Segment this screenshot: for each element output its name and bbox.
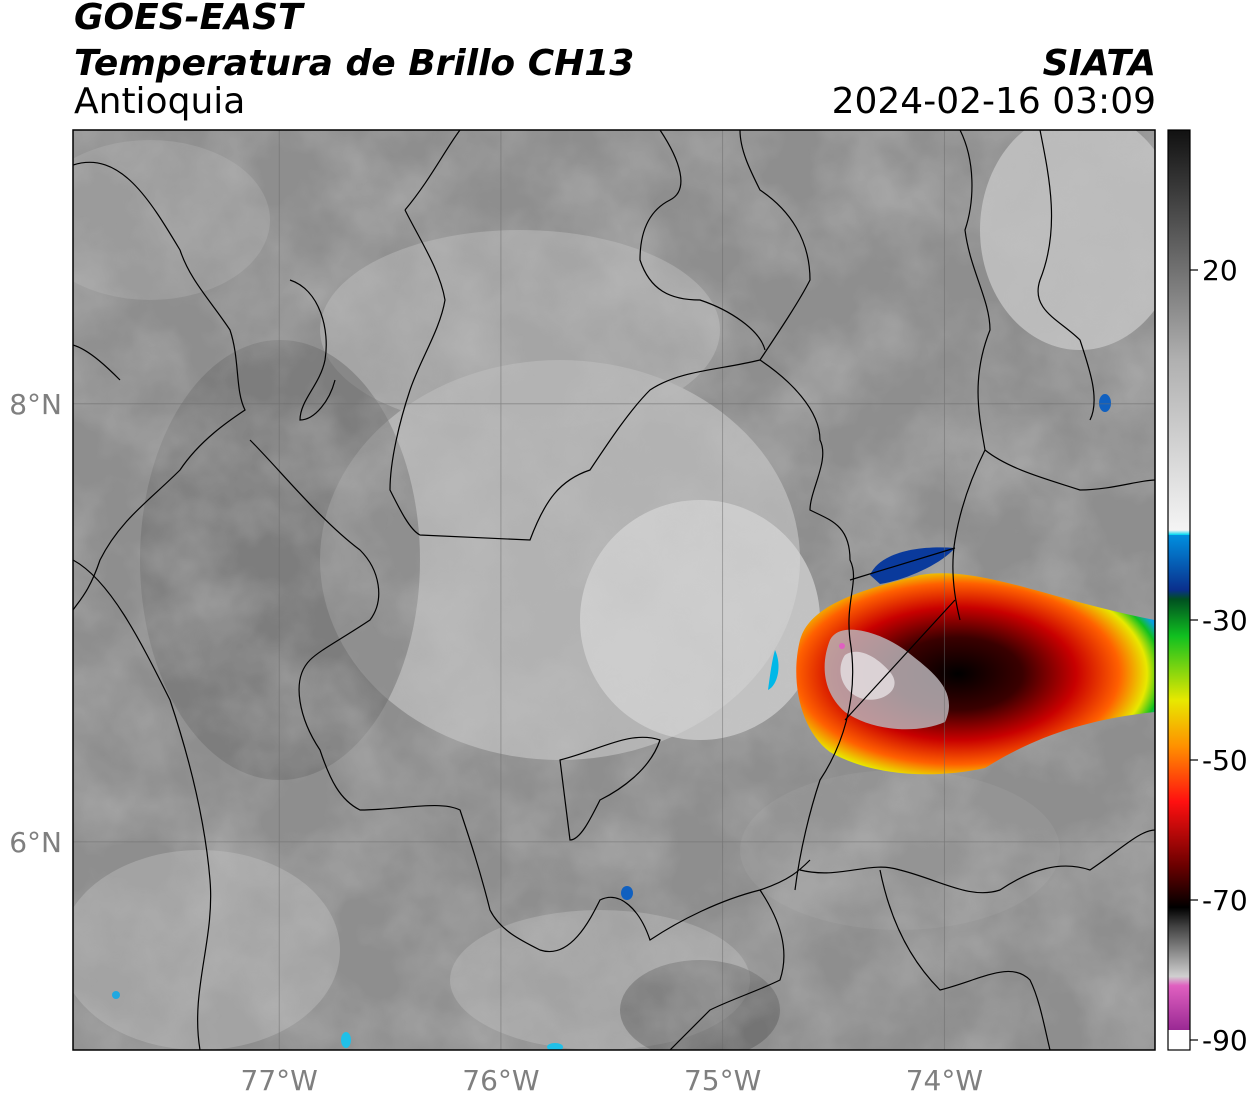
dept-border-6 (1037, 130, 1095, 421)
colorbar-ramp (1168, 130, 1190, 1050)
antioquia-border-north-east (389, 209, 855, 891)
dept-border-2 (639, 130, 766, 351)
colorbar-undershoot (1168, 1030, 1190, 1050)
cold-spot (341, 1032, 351, 1048)
colorbar-tick-label: 20 (1202, 254, 1238, 287)
satellite-title: GOES-EAST (74, 0, 303, 38)
colorbar-ticks: 20 -30 -50 -70 -90 (1190, 254, 1248, 1057)
longitude-tick-label: 76°W (462, 1064, 539, 1097)
gridlines (73, 130, 1155, 1050)
organization-label: SIATA (1042, 43, 1156, 84)
storm-cell (768, 547, 1155, 775)
cold-spot (547, 1043, 563, 1050)
cold-spot (1099, 394, 1111, 412)
colorbar-tick-label: -90 (1202, 1024, 1248, 1057)
colorbar-tick-label: -70 (1202, 884, 1248, 917)
cold-spot (112, 991, 120, 999)
dept-border-7 (799, 829, 1155, 894)
colorbar-tick-label: -30 (1202, 604, 1248, 637)
satellite-image (73, 130, 1155, 1050)
map-frame (72, 129, 1156, 1051)
dept-border-3 (952, 130, 991, 621)
colorbar: 20 -30 -50 -70 -90 (1167, 129, 1248, 1057)
longitude-ticks: 77°W 76°W 75°W 74°W (241, 1064, 983, 1097)
dept-border-5 (984, 449, 1155, 491)
cold-spot (621, 886, 633, 900)
region-label: Antioquia (74, 81, 246, 122)
dept-border-9 (669, 889, 785, 1050)
colorbar-tick-label: -50 (1202, 744, 1248, 777)
boundaries (73, 130, 1155, 1050)
antioquia-border-south-west (249, 439, 811, 953)
uraba-gulf-coast (289, 279, 336, 421)
dept-border-1 (739, 130, 811, 361)
product-title: Temperatura de Brillo CH13 (74, 43, 635, 84)
coast-segment (73, 344, 121, 381)
latitude-tick-label: 8°N (9, 388, 62, 421)
datetime-label: 2024-02-16 03:09 (831, 81, 1156, 122)
longitude-tick-label: 74°W (906, 1064, 983, 1097)
dept-border-4 (844, 547, 956, 721)
latitude-ticks: 8°N 6°N (9, 388, 62, 859)
colorbar-frame (1167, 129, 1191, 1051)
longitude-tick-label: 75°W (684, 1064, 761, 1097)
caribbean-coast (404, 130, 461, 211)
dept-border-8 (879, 869, 1051, 1050)
choco-coast (73, 559, 212, 1050)
longitude-tick-label: 77°W (241, 1064, 318, 1097)
pacific-coastline (73, 161, 246, 611)
latitude-tick-label: 6°N (9, 826, 62, 859)
municipality-outline (559, 736, 661, 841)
